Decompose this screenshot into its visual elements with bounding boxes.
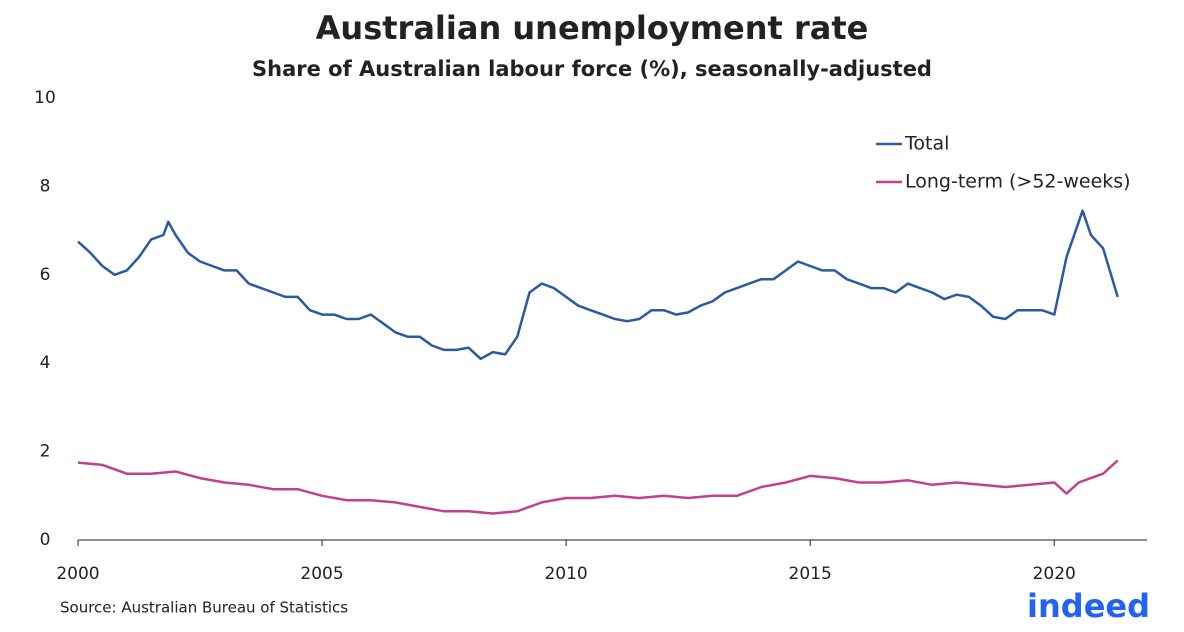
source: Source: Australian Bureau of Statistics	[60, 599, 348, 617]
series-line	[77, 459, 1119, 515]
chart-subtitle: Share of Australian labour force (%), se…	[252, 57, 932, 81]
y-tick-label: 10	[34, 88, 56, 108]
logo: indeed	[1027, 587, 1150, 625]
series-line	[77, 209, 1119, 361]
x-tick-label: 2000	[56, 564, 99, 584]
legend-label: Total	[904, 133, 949, 155]
chart-title: Australian unemployment rate	[316, 9, 869, 47]
x-tick-label: 2020	[1033, 564, 1076, 584]
y-tick-label: 8	[40, 176, 51, 196]
y-tick-label: 4	[40, 353, 51, 373]
x-tick-label: 2015	[789, 564, 832, 584]
x-tick-label: 2005	[300, 564, 343, 584]
x-tick-label: 2010	[544, 564, 587, 584]
y-tick-label: 0	[40, 530, 51, 550]
legend-label: Long-term (>52-weeks)	[905, 171, 1131, 193]
y-tick-label: 2	[40, 442, 51, 462]
y-tick-label: 6	[40, 265, 51, 285]
